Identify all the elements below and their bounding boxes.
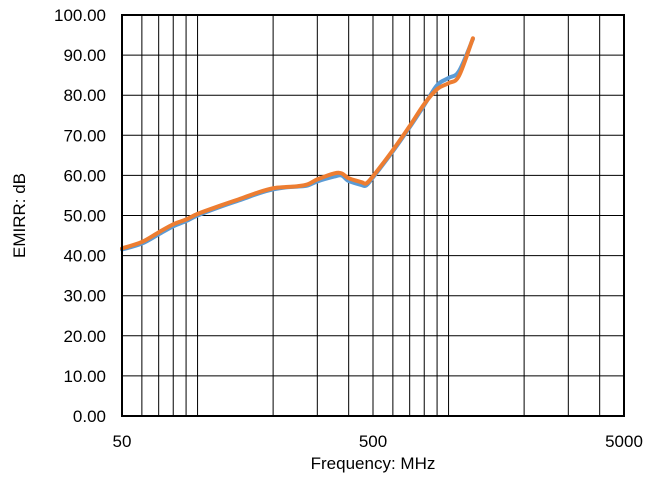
series-line-1	[120, 37, 475, 252]
x-axis-tick-labels: 50 500 5000	[113, 432, 643, 451]
y-axis-title: EMIRR: dB	[10, 173, 29, 258]
y-tick-label: 100.00	[54, 6, 106, 25]
plot-area-frame	[121, 14, 625, 417]
x-axis-title: Frequency: MHz	[311, 454, 436, 473]
y-tick-label: 20.00	[63, 327, 106, 346]
x-tick-label: 50	[113, 432, 132, 451]
y-tick-label: 50.00	[63, 207, 106, 226]
y-tick-label: 10.00	[63, 367, 106, 386]
y-tick-label: 40.00	[63, 247, 106, 266]
x-tick-label: 500	[359, 432, 387, 451]
y-tick-label: 0.00	[73, 407, 106, 426]
x-tick-label: 5000	[605, 432, 643, 451]
y-tick-label: 70.00	[63, 126, 106, 145]
y-tick-label: 90.00	[63, 46, 106, 65]
series-lines	[120, 36, 475, 252]
y-axis-tick-labels: 0.00 10.00 20.00 30.00 40.00 50.00 60.00 70.00 8…	[54, 6, 106, 426]
series-line-2	[120, 36, 475, 251]
y-tick-label: 80.00	[63, 86, 106, 105]
y-tick-label: 30.00	[63, 287, 106, 306]
y-tick-label: 60.00	[63, 166, 106, 185]
